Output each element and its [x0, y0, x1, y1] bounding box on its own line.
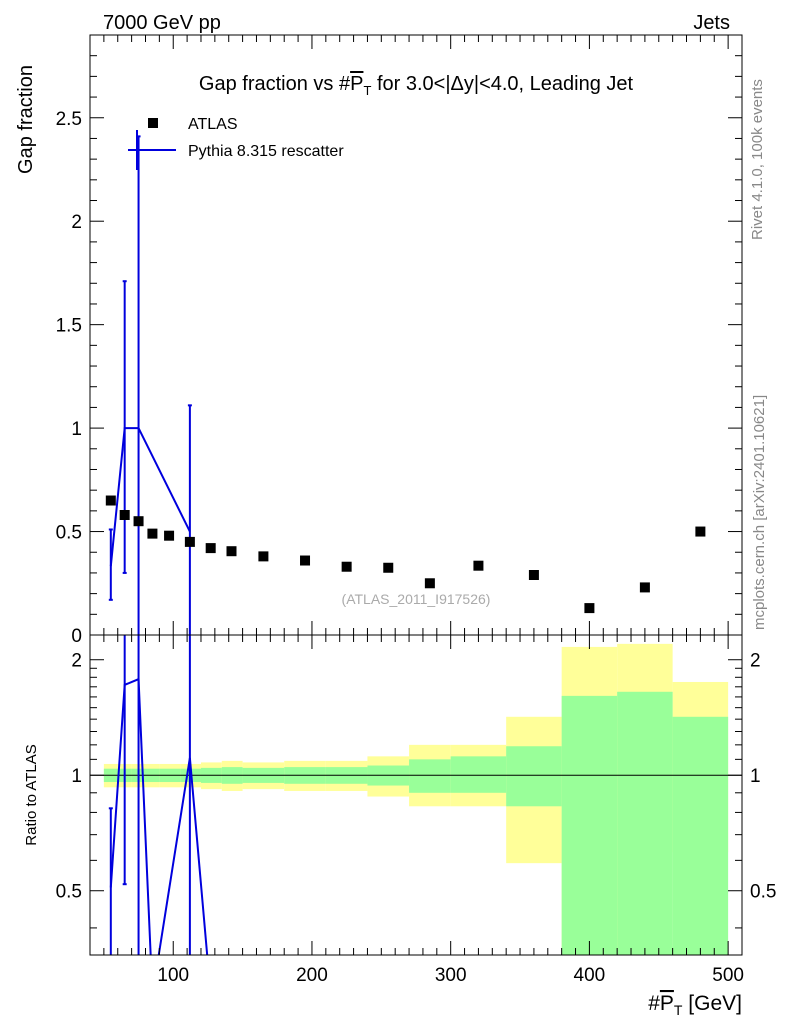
mcplots-label: mcplots.cern.ch [arXiv:2401.10621] — [751, 395, 768, 630]
rivet-label: Rivet 4.1.0, 100k events — [749, 79, 766, 240]
ratio-panel: 0.5 0.5 1 1 2 2 100 200 300 400 500 Ratio to ATLAS… — [23, 634, 776, 1018]
green-band — [409, 759, 451, 793]
atlas-point — [184, 536, 195, 547]
title-p: P — [350, 73, 363, 95]
atlas-point — [639, 582, 650, 593]
ratio-ytick-label-right: 2 — [750, 651, 761, 672]
atlas-point — [226, 546, 237, 557]
ratio-xtick-label: 200 — [296, 965, 328, 986]
watermark: (ATLAS_2011_I917526) — [342, 591, 491, 607]
xlabel-post: [GeV] — [682, 992, 742, 1015]
atlas-point — [133, 516, 144, 527]
main-ytick-label: 0 — [71, 626, 82, 647]
atlas-point — [147, 528, 158, 539]
xlabel-sub: T — [674, 1002, 683, 1018]
atlas-point — [164, 530, 175, 541]
main-ytick-label: 1 — [71, 419, 82, 440]
atlas-point — [695, 526, 706, 537]
green-band — [561, 695, 618, 955]
header-left: 7000 GeV pp — [103, 12, 221, 34]
atlas-point — [119, 510, 130, 520]
pythia-ratio-line — [109, 677, 209, 955]
ratio-ytick-label: 0.5 — [56, 882, 82, 903]
legend-pythia-label: Pythia 8.315 rescatter — [188, 143, 344, 160]
legend: ATLAS Pythia 8.315 rescatter — [128, 116, 344, 170]
title-pre: Gap fraction vs # — [199, 73, 351, 95]
green-band — [672, 716, 729, 955]
green-band — [617, 691, 673, 955]
main-panel: 0 0.5 1 1.5 2 2.5 Gap fraction vs #PT for 3.0… — [15, 34, 743, 647]
xlabel-pre: # — [648, 992, 660, 1015]
ratio-xtick-label: 100 — [157, 965, 189, 986]
ratio-ylabel: Ratio to ATLAS — [23, 744, 40, 845]
main-ytick-label: 1.5 — [56, 316, 82, 337]
atlas-point — [341, 561, 352, 572]
xlabel-p: P — [660, 992, 674, 1015]
atlas-point — [258, 551, 269, 562]
main-ylabel: Gap fraction — [15, 65, 37, 174]
atlas-point — [473, 560, 484, 571]
main-ytick-label: 2 — [71, 212, 82, 233]
ratio-xlabel: #PT [GeV] — [648, 992, 742, 1018]
main-ytick-label: 2.5 — [56, 109, 82, 130]
title-post: for 3.0<|Δy|<4.0, Leading Jet — [371, 73, 633, 95]
legend-atlas-marker — [148, 118, 158, 128]
chart-title: Gap fraction vs #PT for 3.0<|Δy|<4.0, Le… — [199, 73, 634, 98]
pythia-line — [109, 427, 191, 567]
ratio-ytick-label: 2 — [71, 651, 82, 672]
ratio-ytick-label: 1 — [71, 766, 82, 787]
legend-atlas-label: ATLAS — [188, 116, 238, 133]
ratio-ytick-label-right: 1 — [750, 766, 761, 787]
atlas-point — [300, 555, 311, 566]
green-band — [506, 746, 562, 807]
ratio-frame — [89, 634, 743, 956]
atlas-point — [383, 562, 394, 573]
atlas-point — [584, 603, 595, 614]
atlas-point — [105, 495, 116, 506]
green-band — [450, 756, 507, 793]
main-ytick-label: 0.5 — [56, 523, 82, 544]
atlas-point — [424, 578, 435, 589]
ratio-xtick-label: 400 — [574, 965, 606, 986]
atlas-point — [528, 570, 539, 580]
ratio-ytick-label-right: 0.5 — [750, 882, 776, 903]
ratio-xtick-label: 300 — [435, 965, 467, 986]
title-sub: T — [363, 83, 371, 98]
atlas-point — [205, 543, 216, 554]
ratio-xtick-label: 500 — [712, 965, 744, 986]
header-right: Jets — [693, 12, 730, 34]
